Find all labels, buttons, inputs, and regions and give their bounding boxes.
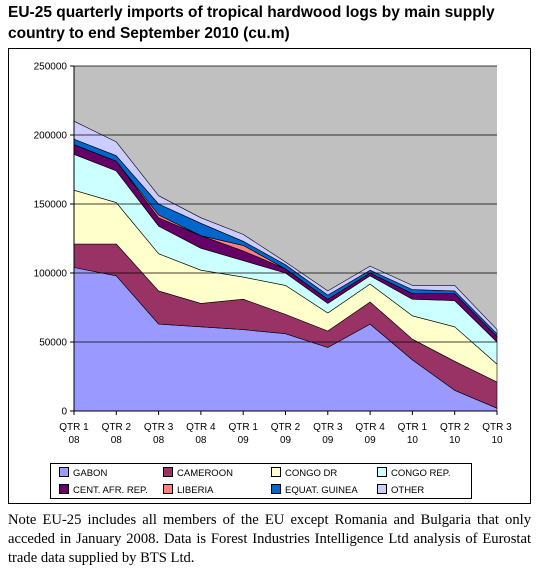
- legend-swatch: [377, 467, 387, 478]
- x-tick-label: QTR 4 08: [186, 422, 216, 446]
- legend-swatch: [377, 484, 387, 495]
- legend-swatch: [163, 467, 173, 478]
- legend-swatch: [271, 467, 281, 478]
- legend-item: CONGO DR: [271, 467, 337, 481]
- legend-swatch: [271, 484, 281, 495]
- x-tick-label: QTR 1 10: [398, 422, 428, 446]
- legend-label: CAMEROON: [177, 468, 233, 479]
- legend-swatch: [163, 484, 173, 495]
- legend-label: CENT. AFR. REP.: [73, 485, 148, 496]
- legend-item: CONGO REP.: [377, 467, 450, 481]
- y-tick-label: 200000: [34, 131, 68, 142]
- chart-note: Note EU-25 includes all members of the E…: [8, 512, 531, 566]
- x-tick-label: QTR 2 09: [271, 422, 301, 446]
- legend-item: LIBERIA: [163, 484, 213, 498]
- x-tick-label: QTR 3 08: [144, 422, 174, 446]
- x-tick-label: QTR 3 10: [482, 422, 512, 446]
- x-tick-label: QTR 1 09: [228, 422, 258, 446]
- chart-legend: GABON CAMEROON CONGO DR CONGO REP. CENT. AFR…: [50, 463, 472, 499]
- legend-label: GABON: [73, 468, 108, 479]
- x-tick-label: QTR 1 08: [59, 422, 89, 446]
- legend-item: EQUAT. GUINEA: [271, 484, 358, 498]
- legend-swatch: [59, 467, 69, 478]
- y-tick-label: 100000: [34, 269, 68, 280]
- y-tick-label: 250000: [34, 62, 68, 73]
- x-tick-label: QTR 2 10: [440, 422, 470, 446]
- legend-label: OTHER: [391, 485, 425, 496]
- chart-title: EU-25 quarterly imports of tropical hard…: [8, 4, 495, 42]
- legend-swatch: [59, 484, 69, 495]
- y-tick-label: 0: [61, 407, 67, 418]
- legend-label: EQUAT. GUINEA: [285, 485, 358, 496]
- legend-label: CONGO REP.: [391, 468, 451, 479]
- legend-item: OTHER: [377, 484, 424, 498]
- x-tick-label: QTR 4 09: [355, 422, 385, 446]
- legend-label: CONGO DR: [285, 468, 338, 479]
- area-series-other: [73, 120, 498, 334]
- x-tick-label: QTR 3 09: [313, 422, 343, 446]
- legend-item: CENT. AFR. REP.: [59, 484, 148, 498]
- legend-label: LIBERIA: [177, 485, 214, 496]
- y-tick-label: 50000: [39, 338, 67, 349]
- y-tick-label: 150000: [34, 200, 68, 211]
- legend-item: GABON: [59, 467, 107, 481]
- legend-item: CAMEROON: [163, 467, 233, 481]
- x-tick-label: QTR 2 08: [102, 422, 132, 446]
